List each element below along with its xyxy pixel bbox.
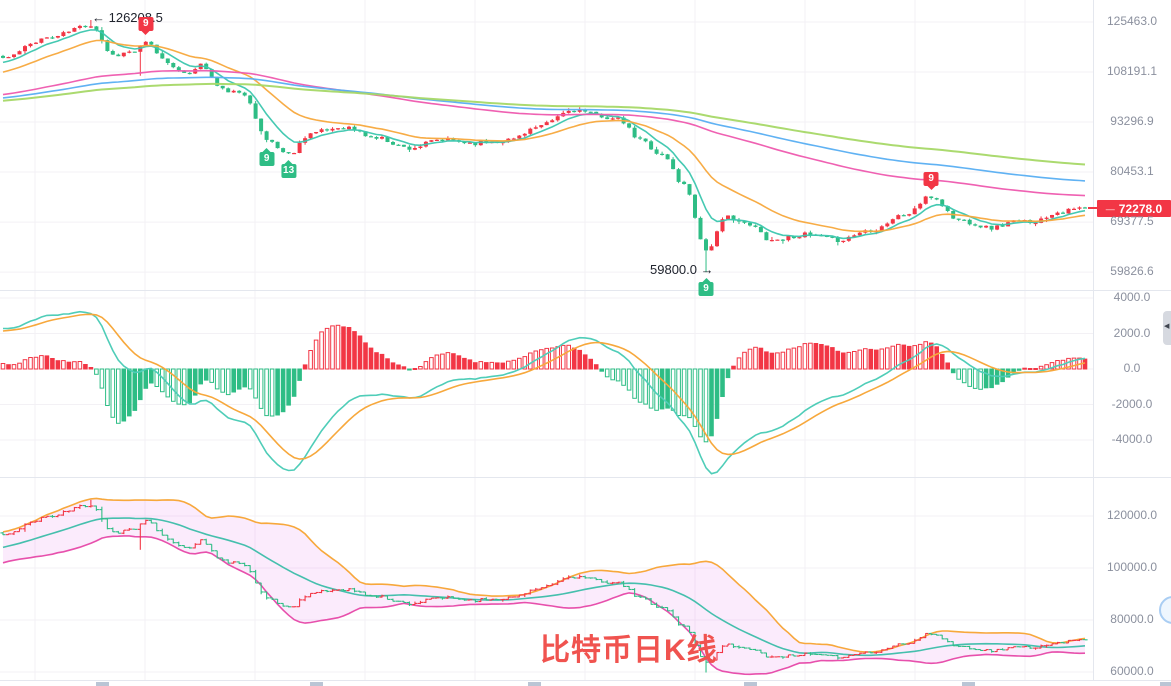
- price-pane: [1, 19, 1087, 273]
- macd-pane: [0, 310, 1088, 475]
- scale-scroll-handle[interactable]: [1163, 311, 1171, 345]
- band-pane: [0, 497, 1088, 676]
- collapse-arrow-icon: ◀: [1164, 323, 1170, 330]
